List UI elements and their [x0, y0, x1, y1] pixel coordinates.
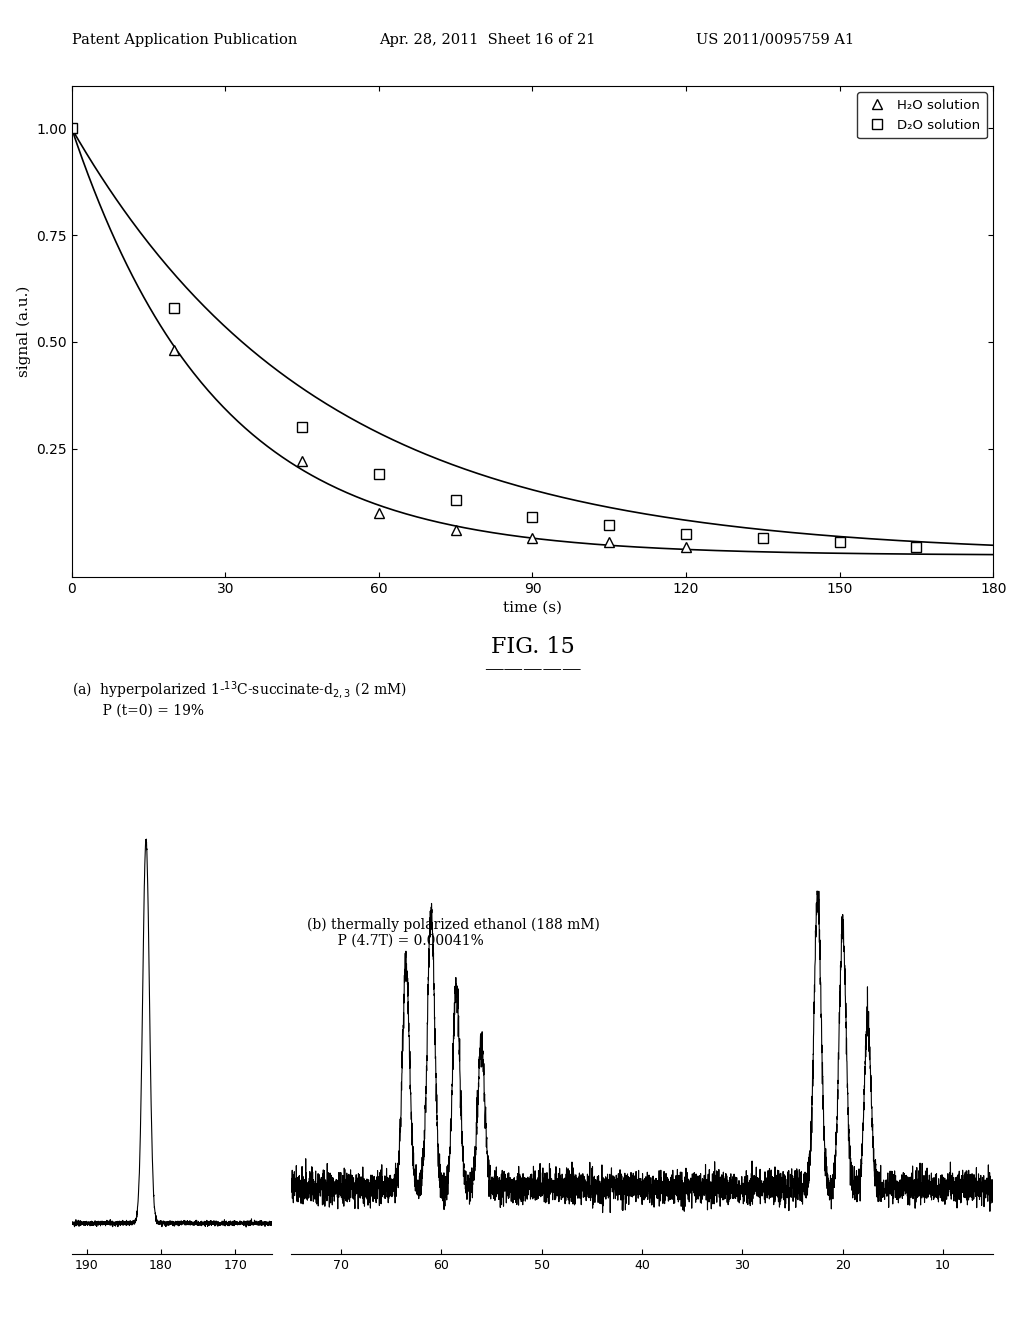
Text: —————: ————— [483, 660, 582, 677]
Text: FIG. 15: FIG. 15 [490, 636, 574, 659]
Y-axis label: signal (a.u.): signal (a.u.) [16, 285, 31, 378]
Text: (a)  hyperpolarized 1-$^{13}$C-succinate-d$_{2,3}$ (2 mM)
       P (t=0) = 19%: (a) hyperpolarized 1-$^{13}$C-succinate-… [72, 680, 407, 718]
Text: Apr. 28, 2011  Sheet 16 of 21: Apr. 28, 2011 Sheet 16 of 21 [379, 33, 595, 46]
X-axis label: time (s): time (s) [503, 601, 562, 615]
Text: (b) thermally polarized ethanol (188 mM)
       P (4.7T) = 0.00041%: (b) thermally polarized ethanol (188 mM)… [307, 917, 600, 948]
Legend: H₂O solution, D₂O solution: H₂O solution, D₂O solution [857, 92, 987, 139]
Text: US 2011/0095759 A1: US 2011/0095759 A1 [696, 33, 854, 46]
Text: Patent Application Publication: Patent Application Publication [72, 33, 297, 46]
